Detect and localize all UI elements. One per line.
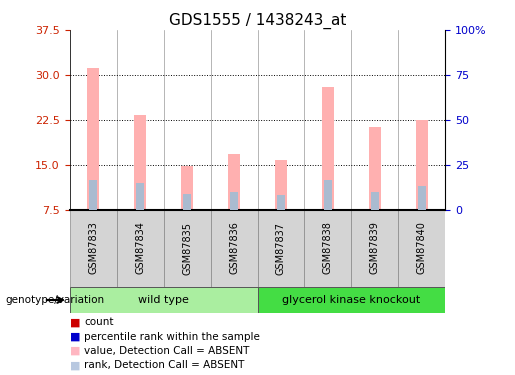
Text: percentile rank within the sample: percentile rank within the sample	[84, 332, 260, 342]
Text: genotype/variation: genotype/variation	[5, 295, 104, 305]
Bar	[418, 186, 426, 210]
Bar	[89, 180, 97, 210]
Bar	[371, 192, 379, 210]
Bar	[116, 210, 164, 287]
Bar	[230, 192, 238, 210]
Text: GSM87833: GSM87833	[88, 222, 98, 274]
Bar	[228, 154, 240, 210]
Text: GSM87840: GSM87840	[417, 222, 427, 274]
Text: ■: ■	[70, 360, 80, 370]
Bar	[136, 183, 144, 210]
Bar	[369, 127, 381, 210]
Bar	[211, 210, 258, 287]
Bar	[322, 87, 334, 210]
Text: GSM87839: GSM87839	[370, 222, 380, 274]
Text: rank, Detection Call = ABSENT: rank, Detection Call = ABSENT	[84, 360, 244, 370]
Bar	[324, 180, 332, 210]
Text: glycerol kinase knockout: glycerol kinase knockout	[282, 295, 421, 305]
Text: wild type: wild type	[138, 295, 189, 305]
Bar	[87, 68, 99, 210]
Bar	[258, 287, 445, 313]
Bar	[275, 160, 287, 210]
Bar	[70, 287, 258, 313]
Bar	[352, 210, 399, 287]
Bar	[134, 115, 146, 210]
Text: GSM87834: GSM87834	[135, 222, 145, 274]
Text: ■: ■	[70, 317, 80, 327]
Text: GSM87836: GSM87836	[229, 222, 239, 274]
Text: GSM87835: GSM87835	[182, 222, 192, 274]
Bar	[258, 210, 304, 287]
Text: ■: ■	[70, 346, 80, 356]
Text: GSM87838: GSM87838	[323, 222, 333, 274]
Text: count: count	[84, 317, 113, 327]
Bar	[399, 210, 445, 287]
Text: value, Detection Call = ABSENT: value, Detection Call = ABSENT	[84, 346, 249, 356]
Bar	[181, 166, 193, 210]
Text: GSM87837: GSM87837	[276, 222, 286, 274]
Bar	[416, 120, 428, 210]
Bar	[164, 210, 211, 287]
Bar	[277, 195, 285, 210]
Bar	[70, 210, 116, 287]
Text: ■: ■	[70, 332, 80, 342]
Bar	[183, 194, 191, 210]
Bar	[304, 210, 352, 287]
Title: GDS1555 / 1438243_at: GDS1555 / 1438243_at	[169, 12, 346, 28]
